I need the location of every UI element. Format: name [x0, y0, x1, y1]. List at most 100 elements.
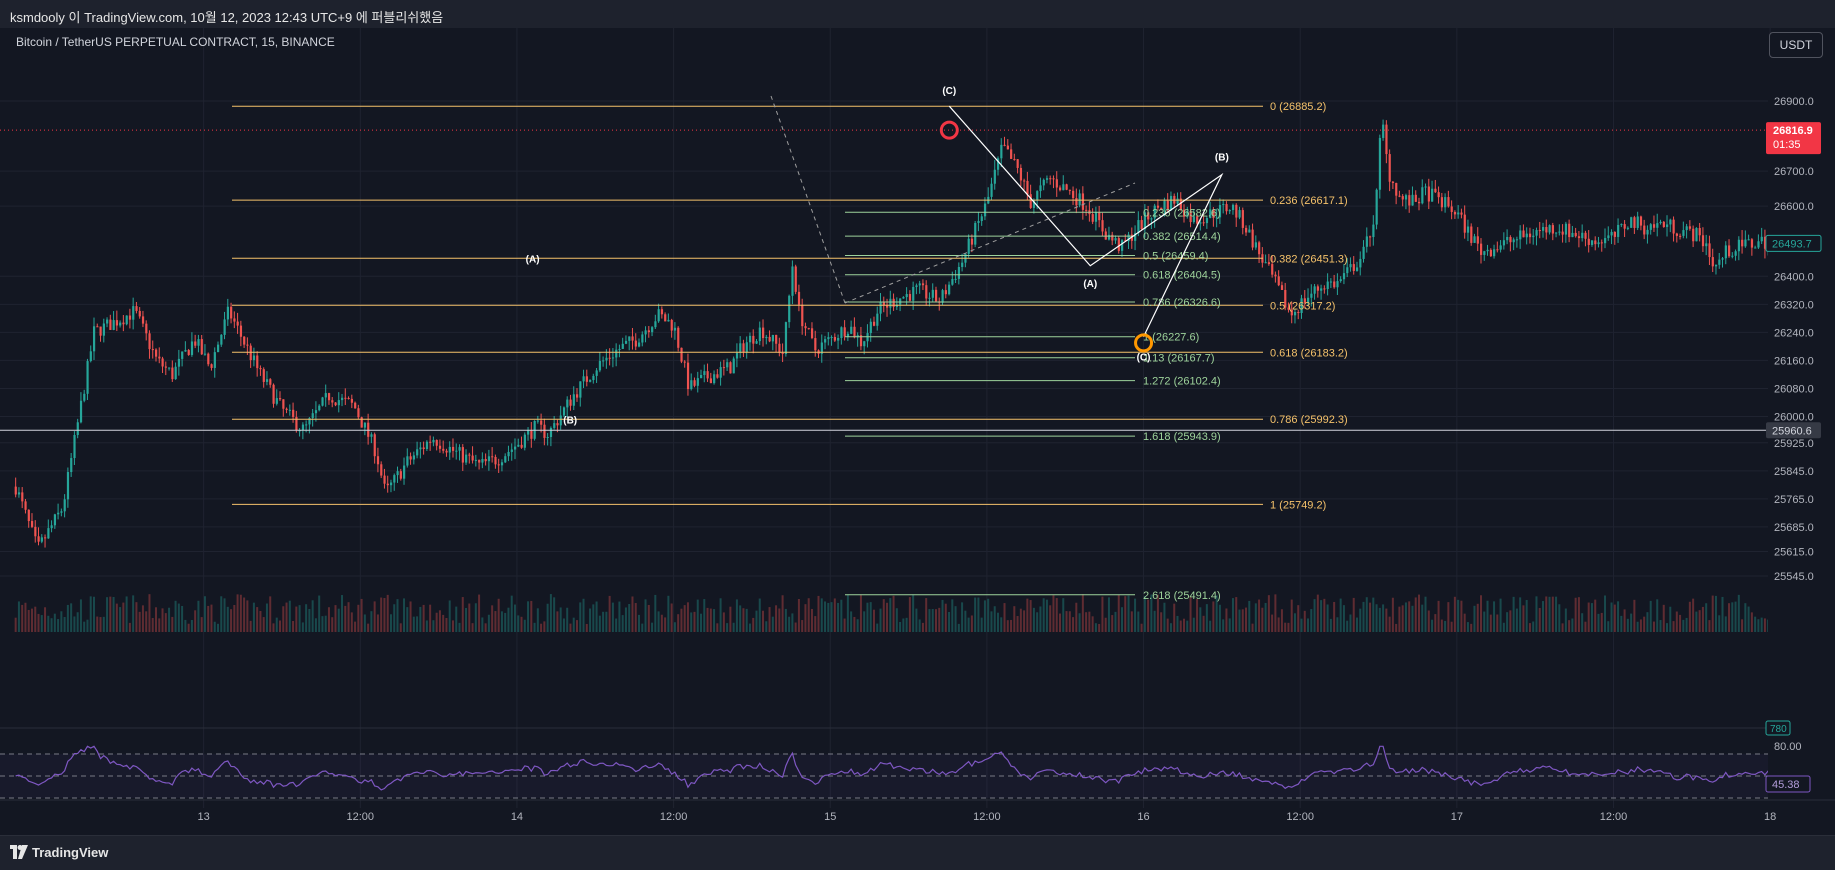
candle-body: [918, 283, 921, 286]
candle-body: [970, 238, 974, 245]
price-tick-label: 25685.0: [1774, 522, 1814, 534]
volume-bar: [846, 594, 849, 632]
volume-bar: [47, 615, 50, 632]
volume-bar: [647, 604, 650, 632]
candle-body: [1176, 198, 1179, 204]
candle-body: [1528, 233, 1532, 238]
volume-bar: [1692, 598, 1695, 632]
candle-body: [83, 393, 86, 401]
volume-bar: [135, 602, 138, 632]
volume-bar: [171, 616, 174, 632]
volume-bar: [925, 598, 928, 632]
candle-body: [706, 371, 709, 379]
candle-body: [1365, 236, 1368, 247]
volume-bar: [252, 602, 255, 632]
volume-bar: [1382, 604, 1385, 632]
candle-body: [370, 434, 373, 437]
candle-body: [1584, 232, 1587, 239]
candle-body: [1225, 204, 1228, 212]
volume-bar: [948, 611, 951, 632]
candle-body: [859, 335, 863, 347]
volume-bar: [217, 623, 220, 632]
channel-dashed-line[interactable]: [770, 95, 846, 304]
candle-body: [1013, 158, 1016, 160]
volume-bar: [1460, 600, 1463, 632]
volume-bar: [386, 594, 389, 632]
candle-body: [1329, 281, 1333, 283]
volume-bar: [980, 617, 983, 632]
candle-body: [1577, 236, 1581, 239]
candle-body: [327, 393, 331, 401]
candle-body: [1535, 230, 1538, 236]
volume-bar: [1094, 623, 1097, 632]
volume-bar: [269, 596, 272, 632]
volume-bar: [1473, 605, 1476, 632]
volume-bar: [1411, 605, 1414, 632]
volume-bar: [794, 622, 797, 632]
volume-bar: [21, 604, 24, 632]
current-price-tag: [1766, 122, 1821, 155]
fib-extension-small[interactable]: 0.236 (26582.6) 0.382 (26514.4) 0.5 (26459…: [845, 207, 1221, 602]
volume-bar: [660, 614, 663, 632]
volume-bar: [1333, 601, 1336, 632]
volume-bar: [1261, 607, 1264, 632]
volume-bar: [1463, 613, 1466, 632]
candle-body: [1313, 286, 1316, 294]
volume-bar: [497, 598, 500, 632]
volume-bar: [673, 622, 676, 632]
volume-bar: [1558, 604, 1561, 632]
candle-body: [651, 327, 654, 333]
volume-bar: [1750, 612, 1753, 632]
volume-bar: [713, 609, 716, 632]
candle-body: [941, 290, 944, 303]
candle-body: [451, 446, 455, 451]
top-circle[interactable]: [939, 120, 959, 140]
volume-bar: [833, 598, 836, 632]
fib-retracement-large[interactable]: 0 (26885.2) 0.236 (26617.1) 0.382 (26451.3…: [232, 101, 1348, 511]
volume-bar: [1568, 620, 1571, 632]
volume-bar: [690, 612, 693, 632]
volume-value: 780: [1770, 724, 1787, 735]
candle-body: [92, 326, 96, 352]
volume-bar: [148, 594, 151, 632]
abc-wave-line[interactable]: [948, 105, 1224, 337]
volume-bar: [1068, 611, 1071, 632]
volume-bar: [406, 607, 409, 632]
volume-bar: [1107, 597, 1110, 632]
volume-bar: [1414, 597, 1417, 632]
candle-body: [1130, 234, 1133, 241]
volume-bar: [220, 596, 223, 632]
candle-body: [1280, 285, 1284, 290]
candle-body: [125, 315, 128, 325]
price-axis: 26900.0 26700.0 26600.0 26400.0 26320.0 26240…: [1768, 56, 1835, 834]
volume-bar: [412, 616, 415, 632]
candle-body: [1639, 216, 1643, 226]
volume-bar: [243, 597, 246, 632]
candle-body: [1378, 137, 1382, 190]
candle-body: [575, 394, 579, 398]
currency-button[interactable]: USDT: [1769, 32, 1823, 58]
candle-body: [1029, 194, 1032, 208]
volume-bar: [1049, 605, 1052, 632]
bottom-circle[interactable]: [1134, 333, 1154, 353]
volume-bar: [1378, 607, 1381, 632]
candle-body: [403, 465, 406, 479]
volume-bar: [1173, 603, 1176, 632]
candle-body: [243, 336, 246, 345]
volume-bar: [1515, 608, 1518, 632]
volume-bar: [435, 612, 438, 632]
candle-body: [993, 169, 996, 184]
candle-body: [1127, 234, 1130, 242]
volume-bar: [1163, 602, 1166, 632]
volume-bar: [1551, 596, 1554, 632]
volume-bar: [1199, 607, 1202, 632]
candle-body: [778, 343, 781, 353]
volume-bar: [246, 600, 249, 632]
candle-body: [513, 446, 517, 450]
candle-body: [1163, 200, 1166, 210]
chart-canvas[interactable]: 0 (26885.2) 0.236 (26617.1) 0.382 (26451.3…: [0, 28, 1835, 834]
fib-level-label: 0 (26885.2): [1270, 101, 1326, 113]
candle-body: [279, 398, 282, 400]
candle-body: [210, 364, 213, 368]
candle-body: [461, 447, 464, 463]
